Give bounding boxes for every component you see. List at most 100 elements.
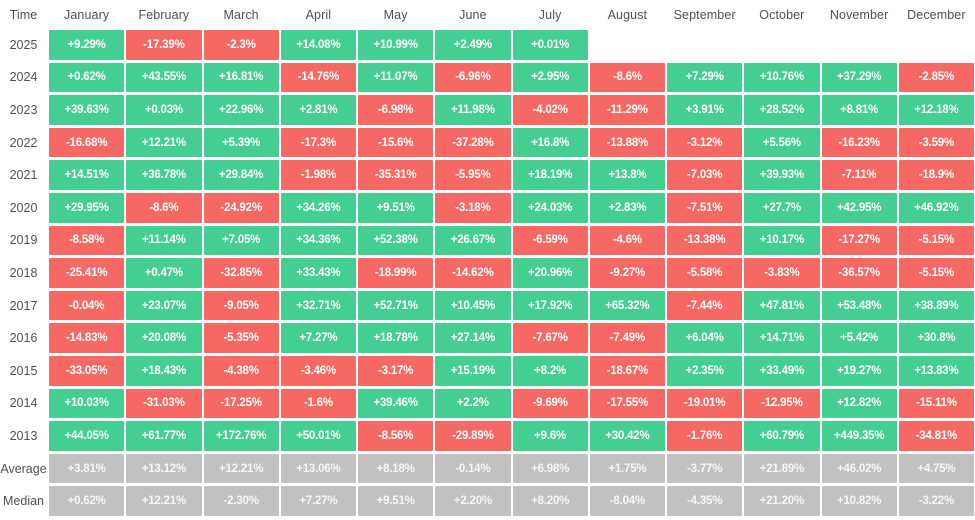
return-cell: -18.67%: [589, 355, 665, 386]
return-cell: -14.62%: [435, 258, 511, 288]
return-cell: +10.45%: [435, 290, 511, 321]
return-cell: -9.05%: [203, 290, 279, 321]
return-cell: +29.84%: [203, 160, 279, 190]
column-header-january: January: [64, 8, 110, 22]
return-cell: -37.28%: [435, 127, 511, 158]
return-cell: -0.04%: [49, 290, 125, 321]
return-cell: +3.81%: [49, 453, 125, 484]
row-label-2022: 2022: [9, 135, 38, 150]
return-cell: -7.11%: [821, 160, 897, 190]
column-header-march: March: [223, 8, 259, 22]
return-cell: +19.27%: [821, 355, 897, 386]
return-cell: -1.6%: [280, 388, 356, 419]
row-label-2024: 2024: [9, 70, 38, 85]
return-cell: -36.57%: [821, 258, 897, 288]
return-cell: -2.3%: [203, 30, 279, 60]
return-cell: -4.02%: [512, 95, 588, 125]
return-cell: -17.25%: [203, 388, 279, 419]
return-cell: +61.77%: [126, 421, 202, 451]
return-cell: +50.01%: [280, 421, 356, 451]
return-cell: -4.6%: [589, 225, 665, 256]
column-header-may: May: [383, 8, 408, 22]
return-cell: +28.52%: [744, 95, 820, 125]
return-cell: -1.76%: [667, 421, 743, 451]
return-cell: +12.82%: [821, 388, 897, 419]
return-cell: +9.51%: [358, 192, 434, 223]
return-cell: +15.19%: [435, 355, 511, 386]
column-header-october: October: [759, 8, 805, 22]
return-cell: +16.8%: [512, 127, 588, 158]
return-cell: -4.35%: [667, 486, 743, 516]
return-cell: +5.42%: [821, 323, 897, 353]
return-cell: +8.18%: [358, 453, 434, 484]
return-cell: +5.56%: [744, 127, 820, 158]
return-cell: -6.98%: [358, 95, 434, 125]
row-label-2023: 2023: [9, 102, 38, 117]
return-cell: +46.02%: [821, 453, 897, 484]
return-cell: +5.39%: [203, 127, 279, 158]
return-cell: +53.48%: [821, 290, 897, 321]
return-cell: -7.67%: [512, 323, 588, 353]
row-label-2020: 2020: [9, 200, 38, 215]
return-cell: +14.08%: [280, 30, 356, 60]
return-cell: +2.2%: [435, 388, 511, 419]
return-cell: +17.92%: [512, 290, 588, 321]
return-cell: -35.31%: [358, 160, 434, 190]
return-cell: +18.43%: [126, 355, 202, 386]
return-cell: +36.78%: [126, 160, 202, 190]
return-cell: +39.46%: [358, 388, 434, 419]
column-header-july: July: [538, 8, 562, 22]
empty-cell: [899, 30, 974, 60]
return-cell: +60.79%: [744, 421, 820, 451]
return-cell: -7.51%: [667, 192, 743, 223]
return-cell: +11.07%: [358, 62, 434, 93]
return-cell: -6.96%: [435, 62, 511, 93]
return-cell: +13.12%: [126, 453, 202, 484]
return-cell: -18.99%: [358, 258, 434, 288]
empty-cell: [590, 30, 665, 60]
return-cell: +2.49%: [435, 30, 511, 60]
return-cell: +172.76%: [203, 421, 279, 451]
return-cell: -16.23%: [821, 127, 897, 158]
return-cell: -15.11%: [898, 388, 974, 419]
return-cell: -2.85%: [898, 62, 974, 93]
return-cell: +21.20%: [744, 486, 820, 516]
return-cell: +23.07%: [126, 290, 202, 321]
return-cell: +42.95%: [821, 192, 897, 223]
return-cell: +16.81%: [203, 62, 279, 93]
time-column-header: Time: [9, 8, 38, 22]
return-cell: +9.51%: [358, 486, 434, 516]
return-cell: +30.8%: [898, 323, 974, 353]
row-label-average: Average: [0, 461, 47, 476]
column-header-april: April: [305, 8, 332, 22]
return-cell: -5.15%: [898, 225, 974, 256]
return-cell: +18.19%: [512, 160, 588, 190]
row-label-2025: 2025: [9, 37, 38, 52]
return-cell: +8.81%: [821, 95, 897, 125]
return-cell: +39.93%: [744, 160, 820, 190]
empty-cell: [667, 30, 742, 60]
return-cell: +2.95%: [512, 62, 588, 93]
return-cell: +13.8%: [589, 160, 665, 190]
return-cell: +44.05%: [49, 421, 125, 451]
return-cell: -7.49%: [589, 323, 665, 353]
column-header-february: February: [138, 8, 190, 22]
return-cell: +30.42%: [589, 421, 665, 451]
return-cell: +22.96%: [203, 95, 279, 125]
row-label-2016: 2016: [9, 331, 38, 346]
return-cell: +8.2%: [512, 355, 588, 386]
return-cell: +0.62%: [49, 62, 125, 93]
return-cell: -24.92%: [203, 192, 279, 223]
return-cell: -3.77%: [667, 453, 743, 484]
return-cell: -3.12%: [667, 127, 743, 158]
return-cell: +18.78%: [358, 323, 434, 353]
return-cell: +4.75%: [898, 453, 974, 484]
column-header-september: September: [673, 8, 736, 22]
column-header-june: June: [459, 8, 487, 22]
column-header-december: December: [907, 8, 966, 22]
return-cell: -33.05%: [49, 355, 125, 386]
row-label-median: Median: [3, 494, 44, 509]
return-cell: +12.21%: [126, 486, 202, 516]
